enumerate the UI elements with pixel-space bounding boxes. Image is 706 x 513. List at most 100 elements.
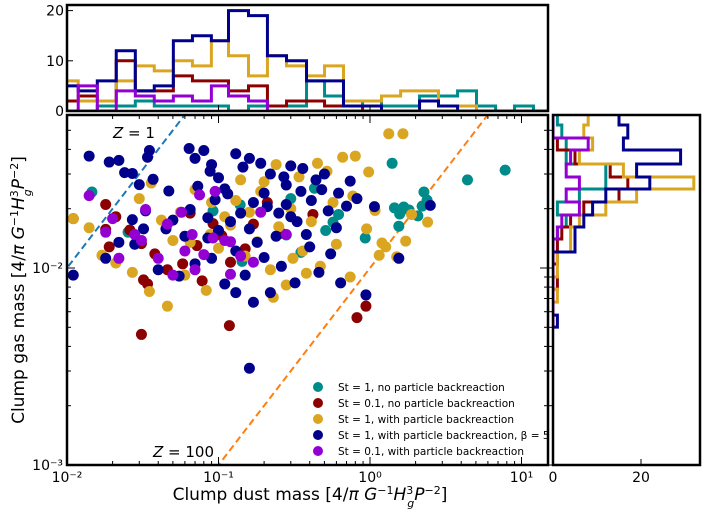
scatter-point-series-3 bbox=[243, 223, 255, 235]
top-hist-step-series-3 bbox=[67, 9, 548, 111]
scatter-point-series-4 bbox=[100, 226, 112, 238]
x-axis-label: Clump dust mass [4/π G−1H3 gP−2] bbox=[173, 484, 448, 510]
scatter-point-series-3 bbox=[297, 162, 309, 174]
scatter-point-series-3 bbox=[206, 159, 218, 171]
legend-label: St = 0.1, with particle backreaction bbox=[338, 446, 524, 458]
top-hist-frame bbox=[65, 3, 550, 113]
y-tick-label: 10⁻² bbox=[32, 261, 63, 277]
top-hist-step-series-4 bbox=[67, 84, 548, 111]
scatter-point-series-3 bbox=[280, 179, 292, 191]
scatter-point-series-3 bbox=[247, 197, 259, 209]
scatter-point-series-3 bbox=[264, 287, 276, 299]
scatter-point-series-4 bbox=[209, 185, 221, 197]
scatter-point-series-3 bbox=[351, 193, 363, 205]
top-hist-y-tick-label: 10 bbox=[46, 54, 64, 70]
scatter-point-series-3 bbox=[235, 207, 247, 219]
scatter-point-series-2 bbox=[167, 234, 179, 246]
scatter-point-series-3 bbox=[100, 252, 112, 264]
top-hist-y-tick-label: 0 bbox=[55, 104, 64, 120]
scatter-point-series-3 bbox=[142, 151, 154, 163]
scatter-point-series-3 bbox=[270, 230, 282, 242]
scatter-point-series-3 bbox=[255, 157, 267, 169]
scatter-point-series-2 bbox=[126, 266, 138, 278]
scatter-point-series-1 bbox=[177, 258, 189, 270]
scatter-point-series-4 bbox=[140, 204, 152, 216]
right-hist-step-series-2 bbox=[553, 115, 696, 328]
scatter-point-series-0 bbox=[386, 157, 398, 169]
scatter-point-series-2 bbox=[349, 150, 361, 162]
scatter-point-series-2 bbox=[83, 222, 95, 234]
scatter-point-series-1 bbox=[351, 312, 363, 324]
right-histogram: 0 20 bbox=[546, 113, 702, 486]
legend-marker bbox=[313, 446, 323, 456]
scatter-point-series-3 bbox=[222, 188, 234, 200]
scatter-point-series-2 bbox=[133, 193, 145, 205]
scatter-point-series-4 bbox=[179, 245, 191, 257]
scatter-point-series-2 bbox=[406, 208, 418, 220]
x-tick-label: 10⁻² bbox=[52, 470, 83, 486]
scatter-point-series-4 bbox=[280, 228, 292, 240]
x-tick-label: 10¹ bbox=[510, 470, 533, 486]
x-tick-label: 10⁰ bbox=[358, 470, 382, 486]
y-tick-label: 10⁻³ bbox=[32, 458, 63, 474]
scatter-point-series-3 bbox=[113, 154, 125, 166]
scatter-point-series-4 bbox=[113, 252, 125, 264]
x-tick-label: 10⁻¹ bbox=[203, 470, 234, 486]
scatter-point-series-3 bbox=[318, 168, 330, 180]
legend: St = 1, no particle backreaction St = 0.1… bbox=[313, 382, 550, 458]
scatter-point-series-3 bbox=[305, 195, 317, 207]
scatter-point-series-3 bbox=[219, 278, 231, 290]
scatter-point-series-2 bbox=[67, 213, 79, 225]
scatter-point-series-2 bbox=[243, 206, 255, 218]
scatter-point-series-3 bbox=[213, 172, 224, 184]
scatter-point-series-0 bbox=[333, 208, 345, 220]
scatter-point-series-3 bbox=[183, 143, 195, 155]
scatter-point-series-3 bbox=[209, 194, 221, 206]
scatter-point-series-2 bbox=[143, 285, 155, 297]
scatter-point-series-3 bbox=[264, 168, 276, 180]
scatter-point-series-3 bbox=[192, 180, 204, 192]
scatter-point-series-4 bbox=[186, 228, 198, 240]
scatter-point-series-3 bbox=[230, 287, 242, 299]
scatter-point-series-2 bbox=[258, 176, 270, 188]
scatter-point-series-3 bbox=[224, 216, 236, 228]
scatter-point-series-3 bbox=[393, 252, 405, 264]
scatter-point-series-3 bbox=[360, 289, 372, 301]
right-hist-x-tick-label: 20 bbox=[632, 470, 650, 486]
scatter-point-series-4 bbox=[224, 268, 236, 280]
scatter-point-series-3 bbox=[335, 277, 347, 289]
top-hist-y-tick-label: 20 bbox=[46, 4, 64, 20]
scatter-point-series-3 bbox=[189, 152, 201, 164]
scatter-point-series-3 bbox=[333, 187, 345, 199]
scatter-point-series-4 bbox=[107, 213, 119, 225]
scatter-point-series-2 bbox=[161, 300, 173, 312]
scatter-point-series-2 bbox=[337, 151, 349, 163]
scatter-point-series-3 bbox=[243, 362, 255, 374]
scatter-point-series-4 bbox=[194, 189, 206, 201]
scatter-point-series-4 bbox=[198, 249, 210, 261]
scatter-point-series-4 bbox=[189, 264, 201, 276]
right-hist-frame bbox=[551, 113, 702, 467]
main-plot-frame bbox=[65, 113, 550, 467]
scatter-point-series-4 bbox=[255, 206, 267, 218]
scatter-point-series-3 bbox=[295, 185, 307, 197]
scatter-point-series-1 bbox=[103, 241, 115, 253]
scatter-point-series-3 bbox=[258, 187, 270, 199]
scatter-point-series-0 bbox=[416, 200, 428, 212]
scatter-point-series-3 bbox=[138, 223, 150, 235]
scatter-point-series-3 bbox=[103, 156, 115, 168]
scatter-point-series-1 bbox=[135, 328, 147, 340]
scatter-point-series-4 bbox=[167, 269, 179, 281]
scatter-point-series-3 bbox=[368, 201, 380, 213]
scatter-point-series-2 bbox=[344, 271, 356, 283]
scatter-point-series-3 bbox=[126, 167, 138, 179]
scatter-point-series-3 bbox=[251, 236, 263, 248]
annotation-z1: Z = 1 bbox=[112, 124, 155, 142]
scatter-point-series-3 bbox=[152, 264, 164, 276]
scatter-point-series-4 bbox=[224, 236, 236, 248]
scatter-point-series-2 bbox=[361, 223, 373, 235]
legend-label: St = 0.1, no particle backreaction bbox=[338, 398, 515, 410]
scatter-point-series-2 bbox=[235, 174, 247, 186]
scatter-point-series-4 bbox=[83, 190, 95, 202]
scatter-point-series-1 bbox=[360, 300, 372, 312]
